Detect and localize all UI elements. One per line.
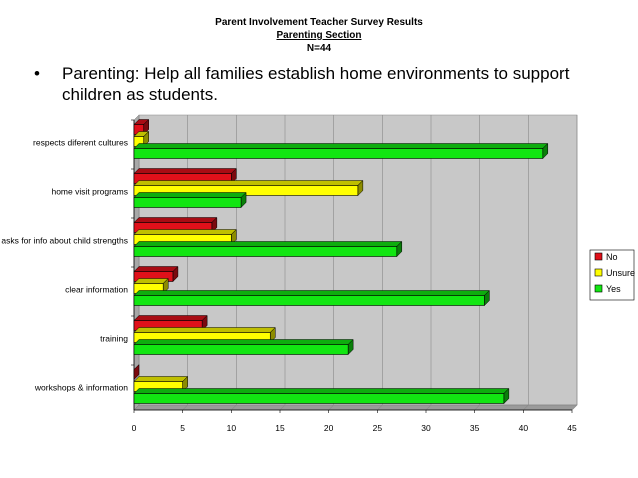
x-tick-label: 40 — [519, 423, 529, 433]
legend-label-no: No — [606, 252, 618, 262]
gridline-floor — [571, 404, 578, 411]
x-tick-label: 10 — [227, 423, 237, 433]
bar-yes — [133, 344, 349, 355]
legend-swatch-yes — [594, 284, 603, 293]
bar-top-yes — [133, 339, 354, 345]
bar-top-unsure — [133, 278, 169, 284]
x-tick-label: 45 — [567, 423, 577, 433]
bar-top-unsure — [133, 229, 237, 235]
category-label: clear information — [65, 285, 128, 295]
category-label: training — [100, 334, 128, 344]
bar-yes — [133, 295, 485, 306]
bar-top-no — [133, 168, 237, 174]
bullet-symbol: • — [34, 64, 40, 83]
bar-top-yes — [133, 241, 403, 247]
legend-label-unsure: Unsure — [606, 268, 635, 278]
bar-yes — [133, 393, 505, 404]
sample-size: N=44 — [306, 43, 332, 54]
bar-top-no — [133, 217, 218, 223]
gridline-floor — [182, 404, 188, 411]
bullet-text: Parenting: Help all families establish h… — [62, 64, 570, 104]
chart-header: Parent Involvement Teacher Survey Result… — [0, 16, 638, 55]
gridline-floor — [425, 404, 432, 411]
bar-yes — [133, 197, 242, 208]
gridline-floor — [279, 404, 286, 411]
x-tick-label: 0 — [132, 423, 137, 433]
bar-top-unsure — [133, 376, 189, 382]
x-tick-label: 35 — [470, 423, 480, 433]
gridline-floor — [474, 404, 480, 411]
bar-top-yes — [133, 290, 491, 296]
legend-swatch-unsure — [594, 268, 603, 277]
category-label: respects diferent cultures — [33, 138, 128, 148]
gridline-floor — [328, 404, 334, 411]
bar-end-no — [133, 363, 140, 381]
category-label: home visit programs — [51, 187, 128, 197]
bar-top-yes — [133, 143, 549, 149]
bar-yes — [133, 148, 544, 159]
chart-title: Parent Involvement Teacher Survey Result… — [215, 17, 423, 28]
category-label: workshops & information — [34, 383, 128, 393]
x-tick-label: 15 — [275, 423, 285, 433]
bar-top-yes — [133, 388, 510, 394]
bar-top-yes — [133, 192, 247, 198]
bar-top-unsure — [133, 180, 364, 186]
x-tick-label: 25 — [373, 423, 383, 433]
x-tick-label: 20 — [324, 423, 334, 433]
bar-yes — [133, 246, 398, 257]
gridline-floor — [377, 404, 383, 411]
legend-label-yes: Yes — [606, 284, 621, 294]
x-tick-label: 30 — [421, 423, 431, 433]
gridline-floor — [231, 404, 237, 411]
section-title: Parenting Section — [276, 30, 362, 41]
legend-swatch-no — [594, 252, 603, 261]
bar-top-no — [133, 266, 179, 272]
x-tick-label: 5 — [180, 423, 185, 433]
plot-floor — [133, 404, 578, 411]
bar-top-unsure — [133, 327, 276, 333]
category-label: asks for info about child strengths — [1, 236, 128, 246]
gridline-floor — [523, 404, 529, 411]
bar-top-no — [133, 315, 208, 321]
